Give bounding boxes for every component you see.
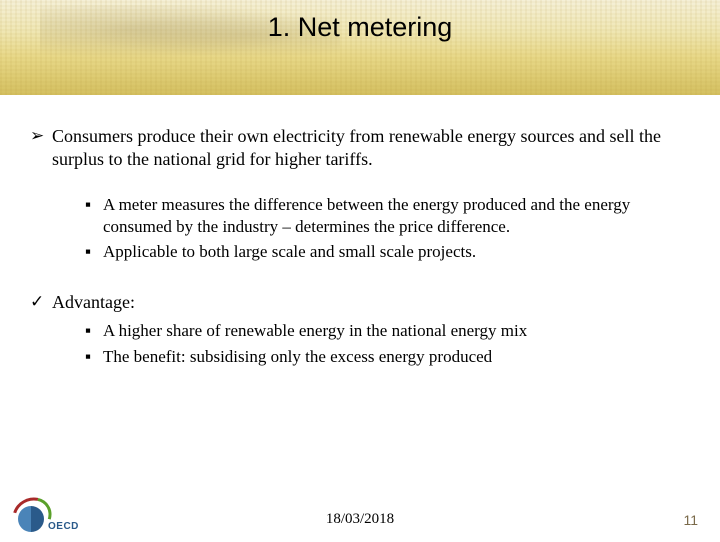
sub-item-text: Applicable to both large scale and small… bbox=[103, 241, 476, 263]
list-item: ▪ The benefit: subsidising only the exce… bbox=[85, 346, 690, 368]
page-number: 11 bbox=[683, 512, 698, 528]
square-bullet-icon: ▪ bbox=[85, 346, 103, 368]
main-bullet: ➢ Consumers produce their own electricit… bbox=[30, 125, 690, 172]
slide-title: 1. Net metering bbox=[0, 12, 720, 43]
sub-list-1: ▪ A meter measures the difference betwee… bbox=[30, 194, 690, 263]
sub-item-text: The benefit: subsidising only the excess… bbox=[103, 346, 492, 368]
square-bullet-icon: ▪ bbox=[85, 194, 103, 238]
footer: OECD 18/03/2018 11 bbox=[0, 488, 720, 540]
sub-item-text: A meter measures the difference between … bbox=[103, 194, 690, 238]
list-item: ▪ Applicable to both large scale and sma… bbox=[85, 241, 690, 263]
list-item: ▪ A meter measures the difference betwee… bbox=[85, 194, 690, 238]
sub-list-2: ▪ A higher share of renewable energy in … bbox=[30, 320, 690, 367]
square-bullet-icon: ▪ bbox=[85, 320, 103, 342]
check-icon: ✓ bbox=[30, 291, 52, 314]
square-bullet-icon: ▪ bbox=[85, 241, 103, 263]
content-area: ➢ Consumers produce their own electricit… bbox=[0, 95, 720, 368]
header-background: 1. Net metering bbox=[0, 0, 720, 95]
sub-item-text: A higher share of renewable energy in th… bbox=[103, 320, 527, 342]
advantage-label: Advantage: bbox=[52, 291, 135, 314]
main-bullet-text: Consumers produce their own electricity … bbox=[52, 125, 690, 172]
advantage-bullet: ✓ Advantage: bbox=[30, 291, 690, 314]
list-item: ▪ A higher share of renewable energy in … bbox=[85, 320, 690, 342]
footer-date: 18/03/2018 bbox=[0, 511, 720, 528]
arrow-bullet-icon: ➢ bbox=[30, 125, 52, 172]
